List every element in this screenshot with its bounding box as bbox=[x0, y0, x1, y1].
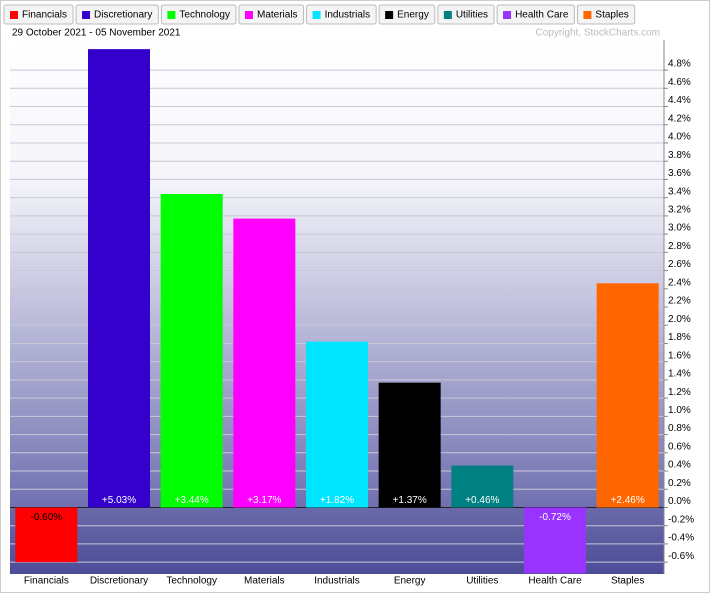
legend-button[interactable] bbox=[3, 4, 74, 25]
x-tick-label: Staples bbox=[611, 576, 644, 587]
bar bbox=[160, 194, 223, 508]
bar bbox=[378, 382, 441, 508]
legend-swatch[interactable] bbox=[10, 11, 18, 19]
credit: Copyright, StockCharts.com bbox=[536, 28, 661, 39]
value-label: +0.46% bbox=[465, 495, 499, 506]
legend-swatch[interactable] bbox=[312, 11, 321, 19]
legend-swatch[interactable] bbox=[82, 11, 91, 19]
y-tick-label: 4.8% bbox=[668, 59, 691, 70]
legend-button[interactable] bbox=[437, 4, 495, 25]
y-tick-label: 3.2% bbox=[668, 205, 691, 216]
x-tick-label: Discretionary bbox=[90, 576, 148, 587]
value-label: +3.44% bbox=[175, 495, 209, 506]
legend-button[interactable] bbox=[496, 4, 575, 25]
legend-swatch[interactable] bbox=[503, 11, 512, 19]
legend-label[interactable]: Financials bbox=[22, 10, 67, 21]
legend-swatch[interactable] bbox=[583, 11, 592, 19]
value-label: +3.17% bbox=[247, 495, 281, 506]
legend-button[interactable] bbox=[306, 4, 377, 25]
x-tick-label: Financials bbox=[24, 576, 69, 587]
y-tick-label: 0.0% bbox=[668, 496, 691, 507]
y-tick-label: 3.0% bbox=[668, 223, 691, 234]
x-tick-label: Materials bbox=[244, 576, 285, 587]
legend-button[interactable] bbox=[75, 4, 159, 25]
legend-button[interactable] bbox=[378, 4, 436, 25]
bar bbox=[451, 465, 514, 508]
legend-button[interactable] bbox=[576, 4, 636, 25]
bar bbox=[306, 341, 368, 508]
legend-label[interactable]: Health Care bbox=[515, 10, 569, 21]
bar bbox=[15, 507, 78, 563]
legend-label[interactable]: Technology bbox=[179, 10, 230, 21]
y-tick-label: 4.4% bbox=[668, 95, 691, 106]
y-tick-label: 3.4% bbox=[668, 186, 691, 197]
y-tick-label: 3.6% bbox=[668, 168, 691, 179]
legend-swatch[interactable] bbox=[385, 11, 394, 19]
y-tick-label: -0.2% bbox=[668, 514, 694, 525]
x-tick-label: Utilities bbox=[466, 576, 498, 587]
legend-label[interactable]: Utilities bbox=[456, 10, 488, 21]
bar bbox=[524, 507, 586, 574]
x-tick-label: Technology bbox=[166, 576, 217, 587]
y-tick-label: 2.8% bbox=[668, 241, 691, 252]
y-tick-label: 2.2% bbox=[668, 296, 691, 307]
legend-button[interactable] bbox=[238, 4, 305, 25]
x-tick-label: Health Care bbox=[528, 576, 582, 587]
x-tick-label: Industrials bbox=[314, 576, 360, 587]
legend-swatch[interactable] bbox=[244, 11, 253, 19]
y-tick-label: 3.8% bbox=[668, 150, 691, 161]
bar bbox=[88, 49, 150, 508]
y-tick-label: 1.6% bbox=[668, 350, 691, 361]
x-tick-label: Energy bbox=[394, 576, 426, 587]
y-tick-label: 0.4% bbox=[668, 460, 691, 471]
value-label: +1.82% bbox=[320, 495, 354, 506]
y-tick-label: 1.4% bbox=[668, 369, 691, 380]
y-tick-label: 2.6% bbox=[668, 259, 691, 270]
y-tick-label: 2.4% bbox=[668, 277, 691, 288]
value-label: +5.03% bbox=[102, 495, 136, 506]
value-label: -0.60% bbox=[30, 512, 62, 523]
legend-label[interactable]: Discretionary bbox=[94, 10, 152, 21]
y-tick-label: 0.8% bbox=[668, 423, 691, 434]
chart-title: 29 October 2021 - 05 November 2021 bbox=[12, 28, 181, 39]
y-tick-label: -0.6% bbox=[668, 551, 694, 562]
y-tick-label: 0.6% bbox=[668, 441, 691, 452]
legend-label[interactable]: Energy bbox=[397, 10, 429, 21]
y-tick-label: 4.6% bbox=[668, 77, 691, 88]
y-tick-label: 2.0% bbox=[668, 314, 691, 325]
legend-swatch[interactable] bbox=[443, 11, 452, 19]
legend-label[interactable]: Industrials bbox=[325, 10, 371, 21]
legend-label[interactable]: Staples bbox=[595, 10, 628, 21]
value-label: +2.46% bbox=[611, 495, 645, 506]
value-label: -0.72% bbox=[539, 512, 571, 523]
y-tick-label: 0.2% bbox=[668, 478, 691, 489]
y-tick-label: -0.4% bbox=[668, 533, 694, 544]
bar bbox=[596, 283, 659, 508]
y-tick-label: 4.2% bbox=[668, 113, 691, 124]
bar bbox=[233, 218, 296, 508]
legend-swatch[interactable] bbox=[167, 11, 176, 19]
legend-button[interactable] bbox=[160, 4, 237, 25]
y-tick-label: 4.0% bbox=[668, 132, 691, 143]
y-tick-label: 1.8% bbox=[668, 332, 691, 343]
y-tick-label: 1.0% bbox=[668, 405, 691, 416]
legend-label[interactable]: Materials bbox=[257, 10, 298, 21]
value-label: +1.37% bbox=[393, 495, 427, 506]
y-tick-label: 1.2% bbox=[668, 387, 691, 398]
